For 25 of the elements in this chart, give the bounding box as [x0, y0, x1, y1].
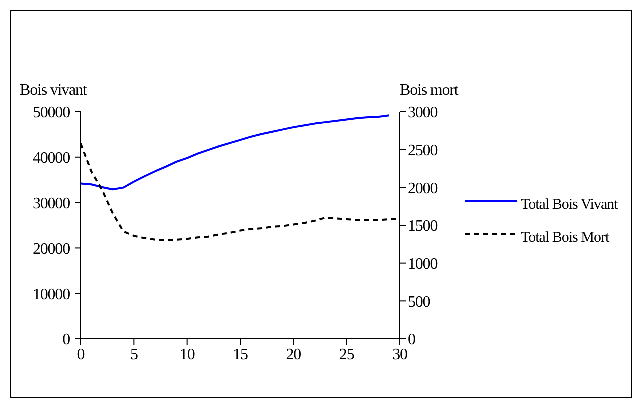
- y2-tick-label: 500: [408, 294, 431, 311]
- y2-tick-label: 1000: [408, 256, 438, 274]
- y2-tick-label: 0: [408, 332, 416, 349]
- x-tick-label: 5: [130, 346, 138, 364]
- x-tick-label: 25: [339, 346, 355, 364]
- y2-tick-label: 2000: [408, 180, 438, 198]
- y-tick-label: 20000: [32, 240, 71, 258]
- legend-label: Total Bois Mort: [521, 230, 610, 247]
- x-tick-label: 10: [180, 346, 196, 364]
- legend-label: Total Bois Vivant: [521, 197, 618, 214]
- y-tick-label: 50000: [32, 104, 71, 122]
- x-tick-label: 0: [77, 346, 86, 364]
- y-tick-label: 30000: [32, 195, 71, 212]
- y-tick-label: 0: [62, 332, 71, 349]
- y-tick-label: 10000: [32, 286, 71, 304]
- x-tick-label: 20: [286, 346, 302, 364]
- x-tick-label: 30: [392, 346, 408, 364]
- y2-tick-label: 1500: [408, 218, 438, 236]
- x-tick-label: 15: [233, 346, 248, 364]
- y2-tick-label: 2500: [408, 142, 438, 160]
- line-series: [81, 114, 390, 191]
- y2-axis-title: Bois mort: [400, 82, 460, 99]
- y2-tick-label: 3000: [408, 104, 438, 122]
- y-tick-label: 40000: [32, 150, 71, 168]
- y-axis-title: Bois vivant: [20, 82, 88, 99]
